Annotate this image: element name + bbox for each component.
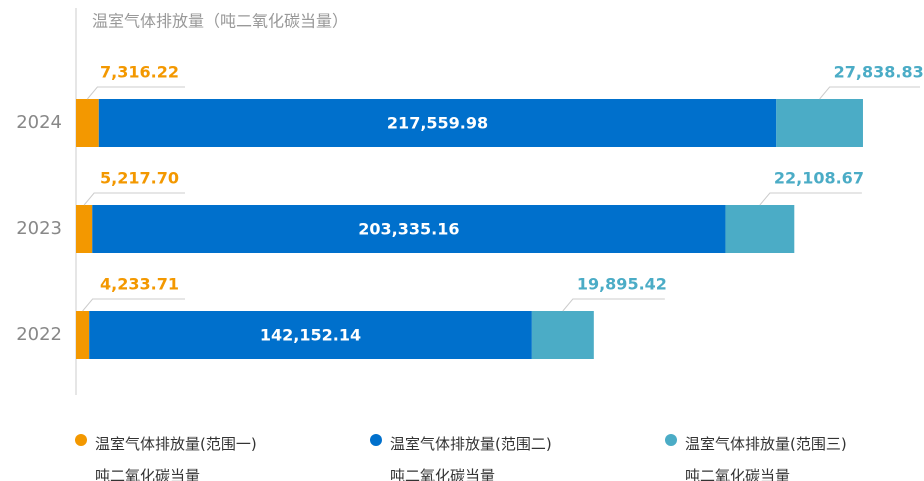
legend-marker — [370, 434, 382, 446]
leader-line — [562, 298, 665, 312]
leader-line — [83, 192, 185, 206]
value-label: 22,108.67 — [774, 169, 864, 188]
bar-segment — [98, 99, 777, 147]
legend-label: 温室气体排放量(范围二) 吨二氧化碳当量 — [390, 435, 552, 481]
bar-segment — [76, 311, 90, 359]
legend-marker — [75, 434, 87, 446]
bar-segment — [92, 205, 726, 253]
legend-label: 温室气体排放量(范围一) 吨二氧化碳当量 — [95, 435, 257, 481]
y-tick-label: 2024 — [16, 112, 62, 133]
bar-segment — [531, 311, 594, 359]
value-label: 19,895.42 — [577, 275, 667, 294]
value-label: 203,335.16 — [358, 220, 459, 239]
value-label: 27,838.83 — [834, 63, 924, 82]
value-label: 142,152.14 — [260, 326, 361, 345]
bar-segment — [76, 205, 93, 253]
value-label: 5,217.70 — [100, 169, 179, 188]
leader-line — [87, 86, 185, 100]
legend-marker — [665, 434, 677, 446]
leader-line — [82, 298, 185, 312]
value-label: 217,559.98 — [387, 114, 488, 133]
leader-line — [819, 86, 920, 100]
chart: 温室气体排放量（吨二氧化碳当量） 2024 7,316.22 217,559.98 2… — [16, 8, 924, 395]
y-tick-label: 2022 — [16, 324, 62, 345]
value-label: 7,316.22 — [100, 63, 179, 82]
bar-segment — [725, 205, 795, 253]
bar-segment — [76, 99, 99, 147]
leader-line — [759, 192, 862, 206]
chart-title: 温室气体排放量（吨二氧化碳当量） — [92, 12, 348, 31]
bar-segment — [89, 311, 532, 359]
bar-segment — [776, 99, 863, 147]
y-tick-label: 2023 — [16, 218, 62, 239]
legend-label: 温室气体排放量(范围三) 吨二氧化碳当量 — [685, 435, 847, 481]
value-label: 4,233.71 — [100, 275, 179, 294]
